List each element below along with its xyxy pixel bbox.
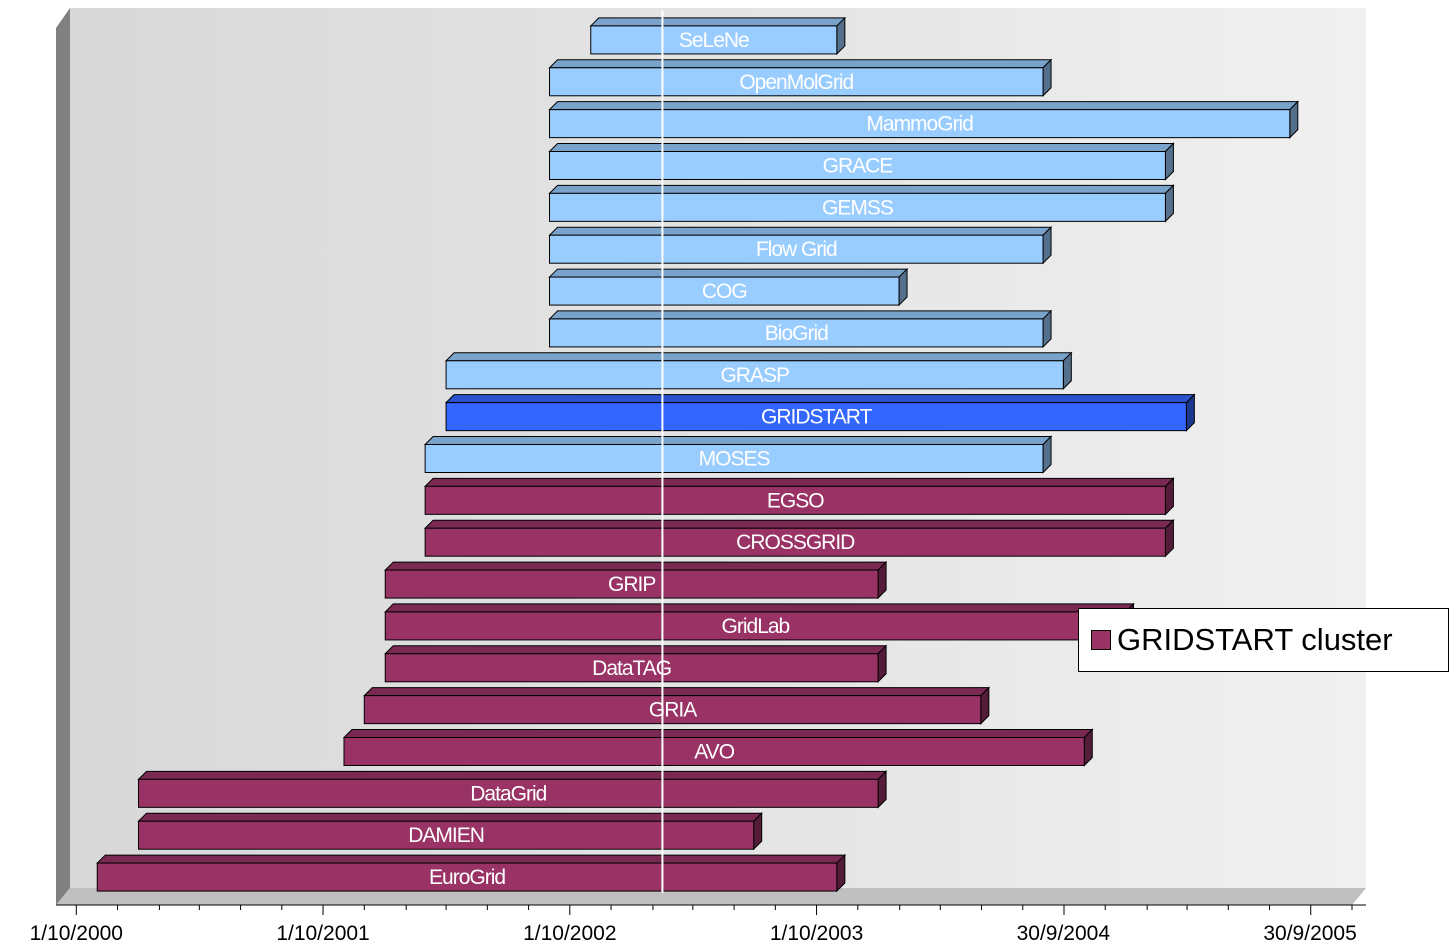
bar-top-face [363,687,991,697]
bar-label-biogrid: BioGrid [765,322,828,345]
bar-front-face [137,778,879,808]
bar-front-face [343,737,1085,766]
bar-front-face [549,234,1044,264]
bar-datatag [384,644,888,683]
bar-cog [548,267,909,307]
bar-top-face [548,310,1053,320]
bar-label-datagrid: DataGrid [470,782,546,805]
bar-datagrid [137,770,888,809]
bar-label-egso: EGSO [767,489,824,512]
bar-egso [423,477,1175,516]
bar-mammogrid [548,100,1300,139]
bar-front-face [445,360,1064,390]
legend-label: GRIDSTART cluster [1117,622,1393,657]
x-tick-label: 1/10/2002 [523,922,616,945]
bar-top-face [137,812,763,822]
bar-front-face [445,402,1187,432]
bar-gria [363,686,991,725]
bar-label-damien: DAMIEN [408,824,484,847]
bar-label-openmolgrid: OpenMolGrid [739,71,853,94]
bar-top-face [423,436,1053,445]
bar-eurogrid [96,853,847,893]
bar-label-gemss: GEMSS [822,196,894,219]
bar-top-face [548,184,1175,194]
bar-label-selene: SeLeNe [679,29,749,52]
bar-avo [342,728,1094,767]
bar-gridlab [384,602,1135,642]
bar-label-gridlab: GridLab [722,615,790,638]
bar-front-face [549,276,900,306]
bar-label-gria: GRIA [649,699,697,722]
x-tick-label: 1/10/2003 [770,922,863,945]
bar-top-face [548,268,909,278]
bar-top-face [384,645,888,655]
legend-swatch-cluster [1091,630,1111,650]
bar-front-face [137,820,755,850]
bar-damien [137,812,763,851]
bar-front-face [549,109,1291,139]
bar-top-face [96,854,847,864]
bar-front-face [549,67,1044,97]
bar-label-grip: GRIP [608,573,655,596]
bar-label-gridstart: GRIDSTART [761,406,873,429]
bar-label-mammogrid: MammoGrid [866,113,973,136]
bar-front-face [424,485,1166,515]
bar-front-face [549,151,1166,180]
bar-label-crossgrid: CROSSGRID [736,531,855,554]
bar-front-face [384,569,879,599]
bar-labels: SeLeNe OpenMolGrid MammoGrid GRACE GEMSS Flow… [408,29,974,889]
bar-top-face [423,519,1175,529]
bar-label-avo: AVO [694,741,734,764]
bar-top-face [444,352,1073,362]
x-tick-label: 30/9/2004 [1017,922,1111,945]
bar-top-face [384,603,1135,613]
bar-moses [423,435,1053,474]
x-axis: 1/10/2000 1/10/2001 1/10/2002 1/10/2003 30/9… [30,904,1366,945]
bar-gridstart [444,393,1196,432]
bar-front-face [549,318,1044,348]
bar-label-grasp: GRASP [720,364,789,387]
bar-label-grace: GRACE [823,155,894,178]
bar-selene [589,16,847,56]
bar-front-face [384,611,1127,641]
bar-front-face [424,444,1044,473]
bar-top-face [342,729,1094,738]
bar-front-face [384,653,879,683]
bar-grasp [444,351,1073,390]
bars-layer [96,16,1300,893]
bar-top-face [548,226,1053,236]
bar-top-face [548,143,1175,152]
bar-label-cog: COG [702,280,747,303]
bar-top-face [137,770,888,780]
bar-top-face [384,561,888,571]
bar-front-face [590,25,838,55]
x-tick-label: 1/10/2001 [276,922,369,945]
bar-grip [384,560,888,600]
bar-front-face [424,527,1166,557]
bar-top-face [589,17,847,27]
bar-flow-grid [548,226,1053,265]
x-tick-label: 30/9/2005 [1263,922,1356,945]
bar-front-face [96,862,838,892]
legend: GRIDSTART cluster [1078,608,1449,672]
bar-biogrid [548,309,1053,349]
bar-openmolgrid [548,58,1053,97]
bar-gemss [548,184,1175,223]
bar-top-face [548,59,1053,69]
plot-floor [56,888,1366,905]
x-tick-label: 1/10/2000 [30,922,123,945]
bar-label-eurogrid: EuroGrid [429,866,505,889]
bar-front-face [363,695,982,725]
plot-left-wall [56,8,70,905]
bar-label-flow-grid: Flow Grid [756,238,837,261]
bar-top-face [444,394,1196,404]
bar-label-datatag: DataTAG [592,657,671,680]
bar-grace [548,142,1175,181]
bar-label-moses: MOSES [699,448,771,471]
bar-top-face [423,477,1175,487]
bar-front-face [549,192,1166,222]
bar-crossgrid [423,519,1175,558]
